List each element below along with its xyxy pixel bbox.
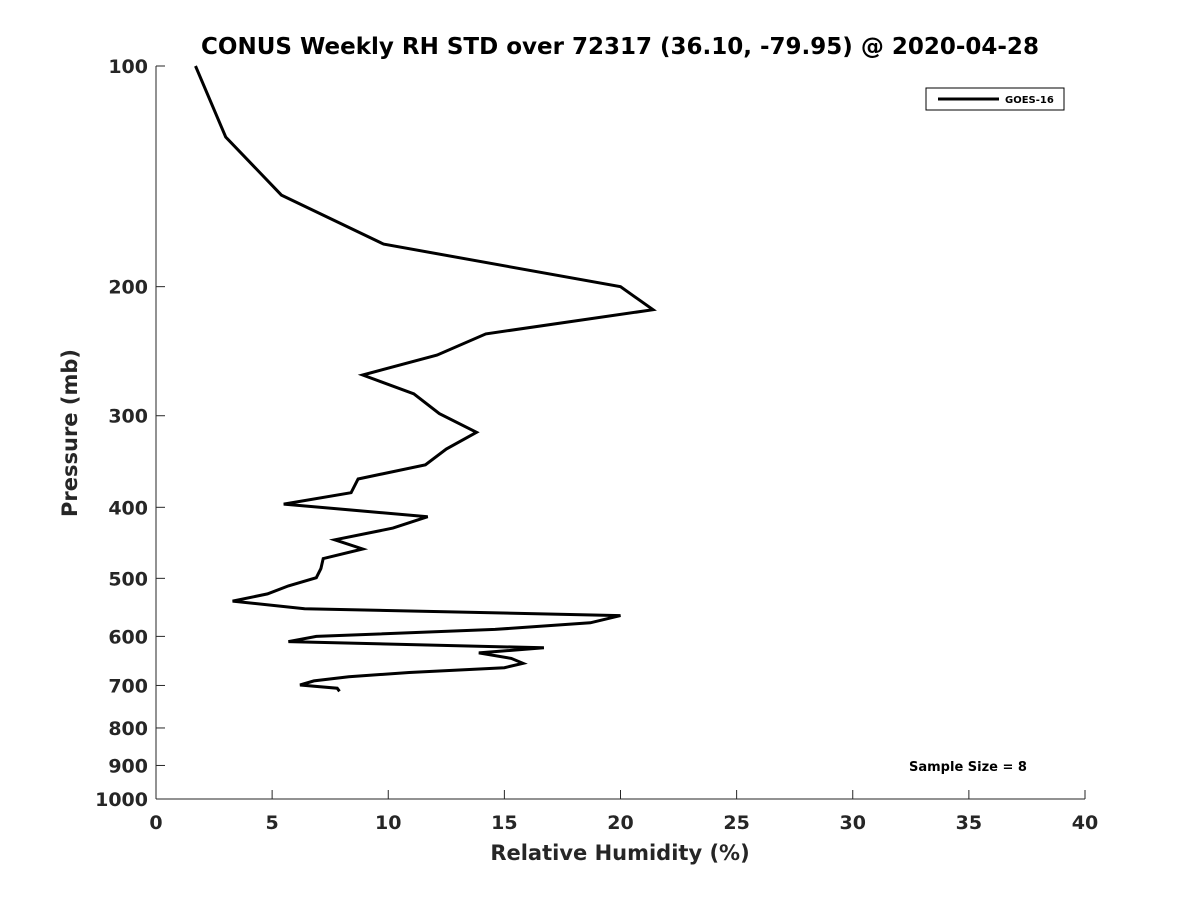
y-tick-label: 300	[108, 406, 148, 428]
plot-area	[194, 65, 657, 693]
chart-title: CONUS Weekly RH STD over 72317 (36.10, -…	[201, 34, 1039, 60]
y-tick-label: 500	[108, 568, 148, 590]
x-tick-label: 10	[375, 812, 401, 834]
x-axis-label: Relative Humidity (%)	[490, 841, 749, 865]
x-ticks: 0 5 10 15 20 25 30 35 40	[149, 790, 1098, 834]
y-tick-label: 700	[108, 675, 148, 697]
y-tick-label: 1000	[95, 789, 148, 811]
sample-size-annotation: Sample Size = 8	[909, 760, 1027, 775]
x-tick-label: 15	[491, 812, 517, 834]
y-tick-label: 900	[108, 755, 148, 777]
legend-label: GOES-16	[1005, 95, 1054, 106]
x-tick-label: 20	[607, 812, 633, 834]
x-tick-label: 0	[149, 812, 162, 834]
y-axis-label: Pressure (mb)	[58, 349, 82, 517]
x-tick-label: 25	[723, 812, 749, 834]
y-tick-label: 600	[108, 626, 148, 648]
x-tick-label: 30	[840, 812, 866, 834]
y-tick-label: 200	[108, 277, 148, 299]
x-tick-label: 5	[266, 812, 279, 834]
x-tick-label: 35	[956, 812, 982, 834]
legend: GOES-16	[925, 87, 1065, 111]
y-tick-label: 100	[108, 56, 148, 78]
y-tick-label: 800	[108, 718, 148, 740]
y-ticks: 100 200 300 400 500 600 700 800 900 1000	[95, 56, 165, 811]
x-tick-label: 40	[1072, 812, 1098, 834]
series-line-goes-16	[194, 65, 657, 693]
y-tick-label: 400	[108, 497, 148, 519]
